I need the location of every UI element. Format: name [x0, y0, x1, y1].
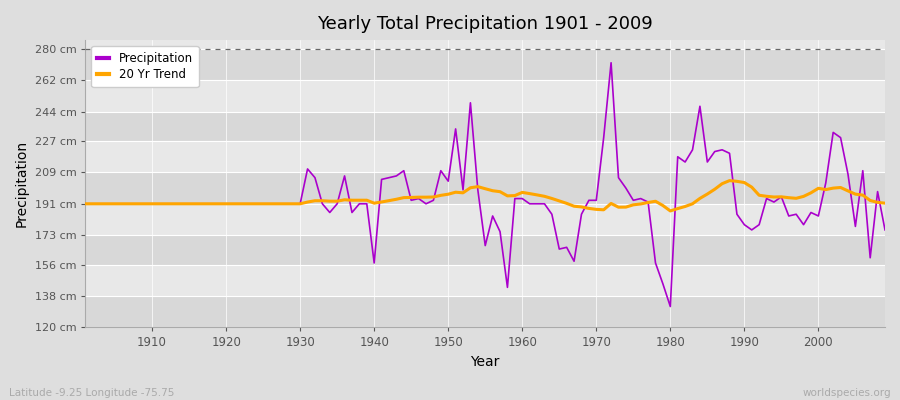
20 Yr Trend	[80, 201, 91, 206]
Precipitation	[140, 201, 150, 206]
Bar	[86, 235, 885, 265]
Precipitation	[879, 228, 890, 232]
20 Yr Trend	[665, 208, 676, 213]
Text: Latitude -9.25 Longitude -75.75: Latitude -9.25 Longitude -75.75	[9, 388, 175, 398]
20 Yr Trend	[724, 178, 735, 183]
20 Yr Trend	[879, 201, 890, 206]
Bar	[86, 296, 885, 328]
Bar	[86, 265, 885, 296]
Bar	[86, 49, 885, 80]
Bar	[86, 141, 885, 172]
Bar	[86, 204, 885, 235]
Precipitation	[346, 210, 357, 215]
Precipitation	[606, 60, 616, 65]
Line: 20 Yr Trend: 20 Yr Trend	[86, 181, 885, 211]
Y-axis label: Precipitation: Precipitation	[15, 140, 29, 227]
Precipitation	[80, 201, 91, 206]
Title: Yearly Total Precipitation 1901 - 2009: Yearly Total Precipitation 1901 - 2009	[318, 15, 653, 33]
Legend: Precipitation, 20 Yr Trend: Precipitation, 20 Yr Trend	[92, 46, 199, 87]
Line: Precipitation: Precipitation	[86, 63, 885, 306]
Precipitation	[302, 166, 313, 171]
Bar	[86, 172, 885, 204]
20 Yr Trend	[517, 190, 527, 195]
20 Yr Trend	[302, 200, 313, 204]
20 Yr Trend	[509, 193, 520, 198]
Text: worldspecies.org: worldspecies.org	[803, 388, 891, 398]
Bar	[86, 112, 885, 141]
20 Yr Trend	[606, 201, 616, 206]
Precipitation	[517, 196, 527, 201]
Precipitation	[509, 196, 520, 201]
Precipitation	[665, 304, 676, 309]
20 Yr Trend	[140, 201, 150, 206]
20 Yr Trend	[346, 198, 357, 203]
Precipitation	[613, 175, 624, 180]
Bar	[86, 80, 885, 112]
X-axis label: Year: Year	[471, 355, 500, 369]
